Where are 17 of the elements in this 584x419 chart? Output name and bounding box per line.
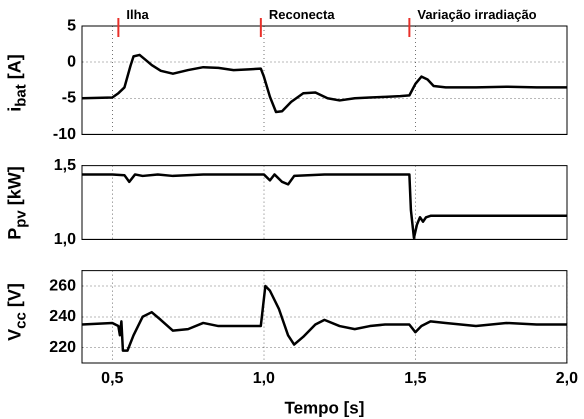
x-tick-label: 0,5 [101,370,124,388]
y-tick-label: 260 [49,277,76,294]
x-tick-label: 2,0 [556,370,578,388]
ref-line-label: Variação irradiação [417,7,537,22]
y-tick-label: 240 [49,308,76,326]
ref-line-label: Reconecta [268,7,336,22]
y-tick-label: 1,0 [54,230,76,248]
y-tick-label: 5 [67,17,76,34]
y-tick-label: -5 [62,90,76,107]
y-tick-label: 0 [67,54,76,71]
x-tick-label: 1,0 [252,370,276,388]
y-tick-label: 1,5 [54,157,76,174]
y-tick-label: -10 [52,126,76,143]
ref-line-label: Ilha [126,7,150,22]
y-tick-label: 220 [49,339,76,356]
x-tick-label: 1,5 [404,370,427,388]
x-axis-title: Tempo [s] [284,398,364,418]
